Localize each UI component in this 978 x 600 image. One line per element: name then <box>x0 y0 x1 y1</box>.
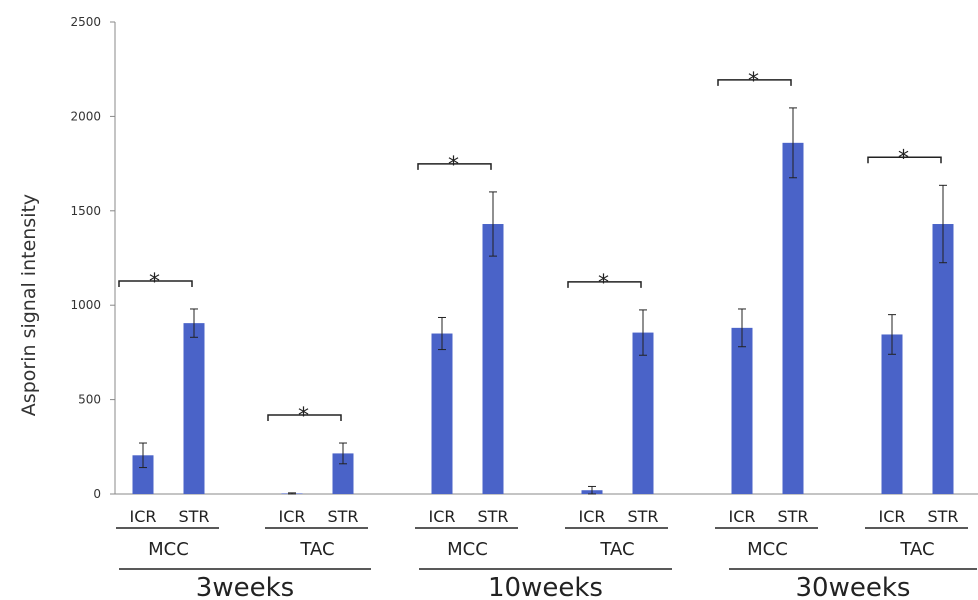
bar-str <box>632 332 654 494</box>
bar-str <box>183 323 205 494</box>
bar-icr <box>431 333 453 494</box>
significance-bracket <box>717 79 792 86</box>
region-label: TAC <box>599 539 634 560</box>
condition-label: STR <box>777 507 808 526</box>
condition-label: ICR <box>129 507 156 526</box>
bar-str <box>932 224 954 495</box>
significance-bracket <box>118 280 193 287</box>
bar-icr <box>731 327 753 494</box>
category-labels: ICR STR MCC ICR STR TAC ICR STR MCC ICR STR TAC ICR S… <box>116 507 977 600</box>
significance-marker: * <box>149 270 160 295</box>
y-axis-label: Asporin signal intensity <box>18 194 40 416</box>
region-label: TAC <box>899 539 934 560</box>
condition-label: ICR <box>728 507 755 526</box>
condition-label: STR <box>477 507 508 526</box>
significance-bracket <box>417 163 492 170</box>
bars: * * * * * * <box>118 69 954 495</box>
y-tick-label: 2000 <box>70 109 101 123</box>
condition-label: ICR <box>578 507 605 526</box>
condition-label: STR <box>178 507 209 526</box>
y-tick-label: 500 <box>78 393 101 407</box>
condition-label: ICR <box>278 507 305 526</box>
significance-bracket <box>867 156 942 164</box>
region-label: MCC <box>447 539 488 560</box>
timepoint-label: 3weeks <box>196 573 294 600</box>
significance-marker: * <box>298 404 309 429</box>
region-label: TAC <box>299 539 334 560</box>
condition-label: STR <box>327 507 358 526</box>
axes: 0 500 1000 1500 2000 2500 <box>70 15 978 501</box>
y-tick-label: 1500 <box>70 204 101 218</box>
significance-bracket <box>267 414 342 422</box>
bar-icr <box>881 334 903 494</box>
significance-marker: * <box>898 146 909 171</box>
bar-str <box>332 453 354 494</box>
y-tick-label: 1000 <box>70 298 101 312</box>
bar-str <box>482 224 504 495</box>
condition-label: ICR <box>878 507 905 526</box>
condition-label: STR <box>927 507 958 526</box>
significance-bracket <box>567 281 642 288</box>
bar-str <box>782 142 804 494</box>
significance-marker: * <box>598 271 609 296</box>
condition-label: STR <box>627 507 658 526</box>
timepoint-label: 30weeks <box>796 573 911 600</box>
y-tick-label: 2500 <box>70 15 101 29</box>
region-label: MCC <box>148 539 189 560</box>
condition-label: ICR <box>428 507 455 526</box>
region-label: MCC <box>747 539 788 560</box>
y-tick-label: 0 <box>93 487 101 501</box>
timepoint-label: 10weeks <box>488 573 603 600</box>
significance-marker: * <box>448 153 459 178</box>
significance-marker: * <box>748 69 759 94</box>
bar-icr <box>132 455 154 494</box>
